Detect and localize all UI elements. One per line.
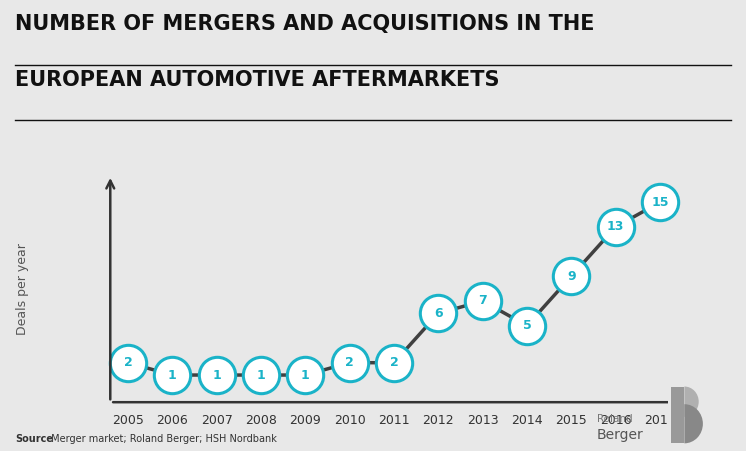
Text: 5: 5 (523, 319, 531, 332)
Text: 1: 1 (168, 368, 177, 382)
Text: Deals per year: Deals per year (16, 243, 29, 335)
Text: Merger market; Roland Berger; HSH Nordbank: Merger market; Roland Berger; HSH Nordba… (48, 434, 278, 444)
Point (210, 372, 222, 379)
Point (565, 273, 577, 280)
Text: Roland: Roland (597, 414, 633, 424)
Text: Berger: Berger (597, 428, 644, 442)
Text: 2: 2 (124, 356, 132, 369)
Wedge shape (684, 404, 703, 443)
Text: Source: Source (15, 434, 53, 444)
Text: 2: 2 (389, 356, 398, 369)
Point (609, 223, 621, 230)
Point (654, 198, 666, 206)
Text: NUMBER OF MERGERS AND ACQUISITIONS IN THE: NUMBER OF MERGERS AND ACQUISITIONS IN TH… (15, 14, 595, 33)
Point (166, 372, 178, 379)
Text: 7: 7 (478, 295, 487, 308)
Point (299, 372, 311, 379)
Text: 13: 13 (607, 221, 624, 234)
Point (344, 359, 356, 366)
Polygon shape (671, 387, 684, 443)
Point (521, 322, 533, 329)
Text: 15: 15 (651, 196, 668, 209)
Point (255, 372, 267, 379)
Text: 2: 2 (345, 356, 354, 369)
Text: 1: 1 (257, 368, 266, 382)
Point (122, 359, 134, 366)
Point (477, 297, 489, 304)
Text: 6: 6 (434, 307, 442, 320)
Text: 1: 1 (213, 368, 221, 382)
Point (388, 359, 400, 366)
Text: EUROPEAN AUTOMOTIVE AFTERMARKETS: EUROPEAN AUTOMOTIVE AFTERMARKETS (15, 70, 499, 90)
Text: 1: 1 (301, 368, 310, 382)
Wedge shape (684, 387, 699, 417)
Point (433, 310, 445, 317)
Text: 9: 9 (567, 270, 576, 283)
